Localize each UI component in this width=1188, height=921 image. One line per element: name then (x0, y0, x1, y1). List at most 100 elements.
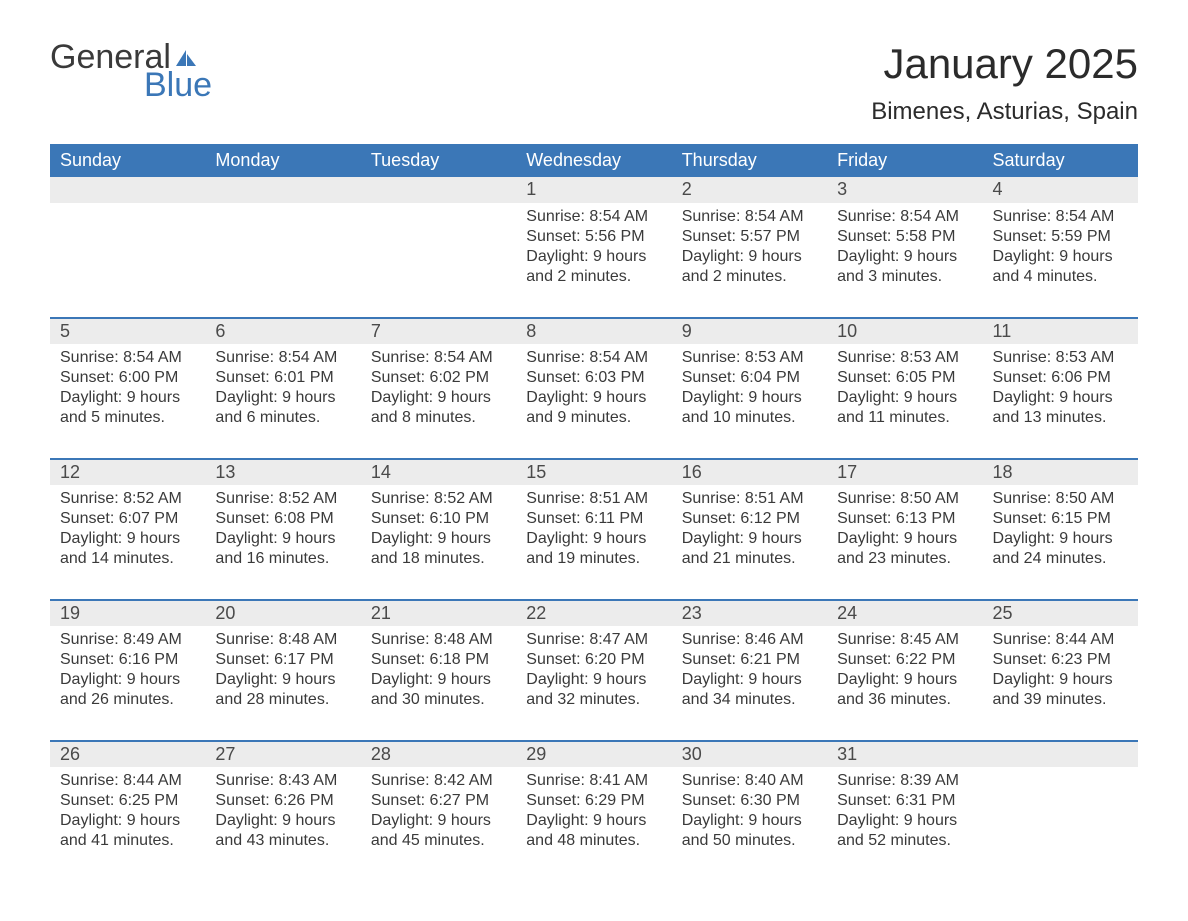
daylight-text-1: Daylight: 9 hours (993, 670, 1128, 690)
daylight-text-2: and 39 minutes. (993, 690, 1128, 710)
day-detail-cell: Sunrise: 8:53 AMSunset: 6:05 PMDaylight:… (827, 344, 982, 459)
sunrise-text: Sunrise: 8:51 AM (526, 489, 661, 509)
sunset-text: Sunset: 6:13 PM (837, 509, 972, 529)
day-detail-cell: Sunrise: 8:39 AMSunset: 6:31 PMDaylight:… (827, 767, 982, 881)
sunset-text: Sunset: 6:10 PM (371, 509, 506, 529)
daylight-text-1: Daylight: 9 hours (682, 388, 817, 408)
daylight-text-2: and 8 minutes. (371, 408, 506, 428)
sunset-text: Sunset: 6:25 PM (60, 791, 195, 811)
sunrise-text: Sunrise: 8:43 AM (215, 771, 350, 791)
daylight-text-2: and 18 minutes. (371, 549, 506, 569)
sunrise-text: Sunrise: 8:54 AM (993, 207, 1128, 227)
daylight-text-1: Daylight: 9 hours (682, 247, 817, 267)
day-number-cell: 18 (983, 459, 1138, 485)
logo-word2: Blue (144, 68, 212, 102)
daylight-text-1: Daylight: 9 hours (60, 670, 195, 690)
sunrise-text: Sunrise: 8:41 AM (526, 771, 661, 791)
daylight-text-1: Daylight: 9 hours (837, 670, 972, 690)
daylight-text-1: Daylight: 9 hours (215, 670, 350, 690)
sunrise-text: Sunrise: 8:45 AM (837, 630, 972, 650)
sunset-text: Sunset: 6:30 PM (682, 791, 817, 811)
day-detail-cell: Sunrise: 8:53 AMSunset: 6:04 PMDaylight:… (672, 344, 827, 459)
sunset-text: Sunset: 6:20 PM (526, 650, 661, 670)
day-number-cell: 10 (827, 318, 982, 344)
col-header: Monday (205, 144, 360, 177)
day-detail-cell: Sunrise: 8:52 AMSunset: 6:07 PMDaylight:… (50, 485, 205, 600)
daylight-text-2: and 19 minutes. (526, 549, 661, 569)
daylight-text-2: and 50 minutes. (682, 831, 817, 851)
sunset-text: Sunset: 6:18 PM (371, 650, 506, 670)
day-number-cell: 4 (983, 177, 1138, 203)
sunrise-text: Sunrise: 8:54 AM (526, 348, 661, 368)
sunrise-text: Sunrise: 8:54 AM (215, 348, 350, 368)
sunset-text: Sunset: 6:05 PM (837, 368, 972, 388)
sunset-text: Sunset: 6:01 PM (215, 368, 350, 388)
col-header: Friday (827, 144, 982, 177)
daylight-text-1: Daylight: 9 hours (837, 388, 972, 408)
sunset-text: Sunset: 5:58 PM (837, 227, 972, 247)
daylight-text-1: Daylight: 9 hours (371, 670, 506, 690)
sunrise-text: Sunrise: 8:51 AM (682, 489, 817, 509)
day-number-cell: 16 (672, 459, 827, 485)
col-header: Sunday (50, 144, 205, 177)
day-detail-cell: Sunrise: 8:52 AMSunset: 6:08 PMDaylight:… (205, 485, 360, 600)
daylight-text-1: Daylight: 9 hours (371, 388, 506, 408)
day-detail-cell: Sunrise: 8:50 AMSunset: 6:15 PMDaylight:… (983, 485, 1138, 600)
daylight-text-2: and 16 minutes. (215, 549, 350, 569)
sunrise-text: Sunrise: 8:50 AM (993, 489, 1128, 509)
daylight-text-2: and 36 minutes. (837, 690, 972, 710)
sunrise-text: Sunrise: 8:54 AM (60, 348, 195, 368)
day-number-cell: 1 (516, 177, 671, 203)
day-number-cell: 31 (827, 741, 982, 767)
daylight-text-2: and 21 minutes. (682, 549, 817, 569)
day-detail-cell: Sunrise: 8:54 AMSunset: 5:59 PMDaylight:… (983, 203, 1138, 318)
day-detail-cell: Sunrise: 8:48 AMSunset: 6:17 PMDaylight:… (205, 626, 360, 741)
day-number-cell: 8 (516, 318, 671, 344)
day-number-cell: 28 (361, 741, 516, 767)
day-number-cell: 20 (205, 600, 360, 626)
daylight-text-2: and 5 minutes. (60, 408, 195, 428)
sunrise-text: Sunrise: 8:42 AM (371, 771, 506, 791)
daylight-text-1: Daylight: 9 hours (526, 670, 661, 690)
daylight-text-1: Daylight: 9 hours (682, 529, 817, 549)
daylight-text-1: Daylight: 9 hours (682, 670, 817, 690)
sunrise-text: Sunrise: 8:53 AM (682, 348, 817, 368)
sunrise-text: Sunrise: 8:52 AM (371, 489, 506, 509)
day-detail-cell: Sunrise: 8:54 AMSunset: 6:02 PMDaylight:… (361, 344, 516, 459)
sunset-text: Sunset: 5:59 PM (993, 227, 1128, 247)
day-number-cell: 5 (50, 318, 205, 344)
daylight-text-1: Daylight: 9 hours (837, 247, 972, 267)
title-block: January 2025 Bimenes, Asturias, Spain (871, 40, 1138, 126)
day-detail-cell: Sunrise: 8:54 AMSunset: 5:57 PMDaylight:… (672, 203, 827, 318)
day-detail-cell (361, 203, 516, 318)
day-detail-cell: Sunrise: 8:48 AMSunset: 6:18 PMDaylight:… (361, 626, 516, 741)
day-detail-cell: Sunrise: 8:52 AMSunset: 6:10 PMDaylight:… (361, 485, 516, 600)
daylight-text-1: Daylight: 9 hours (526, 529, 661, 549)
logo: General Blue (50, 40, 212, 102)
sunrise-text: Sunrise: 8:44 AM (993, 630, 1128, 650)
sunset-text: Sunset: 5:56 PM (526, 227, 661, 247)
sunrise-text: Sunrise: 8:48 AM (371, 630, 506, 650)
day-number-cell: 3 (827, 177, 982, 203)
day-detail-cell: Sunrise: 8:49 AMSunset: 6:16 PMDaylight:… (50, 626, 205, 741)
daylight-text-2: and 30 minutes. (371, 690, 506, 710)
daylight-text-1: Daylight: 9 hours (371, 811, 506, 831)
daylight-text-1: Daylight: 9 hours (60, 529, 195, 549)
daylight-text-2: and 52 minutes. (837, 831, 972, 851)
sunset-text: Sunset: 6:00 PM (60, 368, 195, 388)
sunset-text: Sunset: 6:02 PM (371, 368, 506, 388)
day-number-cell: 2 (672, 177, 827, 203)
daylight-text-1: Daylight: 9 hours (993, 247, 1128, 267)
daylight-text-1: Daylight: 9 hours (837, 529, 972, 549)
day-detail-cell (983, 767, 1138, 881)
day-detail-cell: Sunrise: 8:51 AMSunset: 6:11 PMDaylight:… (516, 485, 671, 600)
day-number-cell: 14 (361, 459, 516, 485)
sunset-text: Sunset: 6:11 PM (526, 509, 661, 529)
sunset-text: Sunset: 6:16 PM (60, 650, 195, 670)
daylight-text-2: and 32 minutes. (526, 690, 661, 710)
daylight-text-1: Daylight: 9 hours (215, 388, 350, 408)
day-number-cell: 21 (361, 600, 516, 626)
sunrise-text: Sunrise: 8:54 AM (837, 207, 972, 227)
daylight-text-2: and 2 minutes. (682, 267, 817, 287)
location-label: Bimenes, Asturias, Spain (871, 98, 1138, 126)
